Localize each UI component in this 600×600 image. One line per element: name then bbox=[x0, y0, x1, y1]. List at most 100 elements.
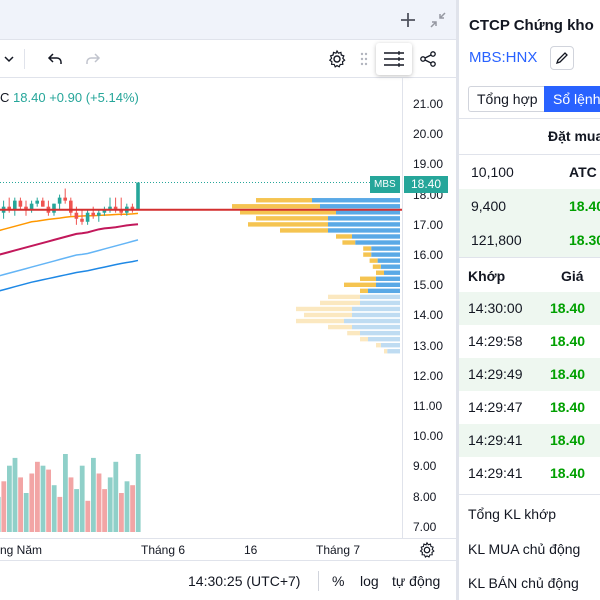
active-sell-volume-label: KL BÁN chủ động bbox=[468, 575, 579, 591]
volume-profile-bar bbox=[363, 252, 372, 257]
price-tick-label: 17.00 bbox=[413, 217, 444, 232]
candle-body bbox=[119, 209, 123, 213]
price-lines bbox=[0, 182, 402, 211]
candle-body bbox=[85, 212, 90, 222]
chevron-down-icon[interactable] bbox=[0, 45, 18, 73]
candle-body bbox=[52, 203, 56, 213]
divider bbox=[459, 154, 600, 155]
bid-row[interactable]: 121,800 18.30 bbox=[459, 223, 600, 257]
volume-profile-bar bbox=[371, 246, 400, 251]
auto-scale-toggle[interactable]: tự động bbox=[392, 573, 441, 589]
drag-handle-icon[interactable] bbox=[356, 45, 372, 73]
redo-icon[interactable] bbox=[80, 45, 106, 73]
price-tick-label: 16.00 bbox=[413, 248, 444, 262]
candle-body bbox=[29, 203, 34, 210]
candle-body bbox=[102, 209, 107, 213]
candle-body bbox=[57, 197, 62, 204]
divider bbox=[459, 494, 600, 495]
volume-bar bbox=[68, 477, 74, 532]
volume-bar bbox=[35, 461, 40, 532]
volume-profile-bar bbox=[256, 198, 312, 203]
volume-profile-bar bbox=[372, 264, 381, 269]
volume-profile-bar bbox=[240, 210, 336, 215]
active-buy-volume-label: KL MUA chủ động bbox=[468, 541, 581, 557]
volume-profile-bar bbox=[296, 306, 352, 312]
price-tick-label: 14.00 bbox=[413, 308, 444, 323]
volume-profile-bar bbox=[376, 343, 381, 348]
volume-profile-bar bbox=[360, 300, 400, 306]
toolbar-separator bbox=[24, 49, 25, 69]
candle-body bbox=[63, 197, 67, 201]
matched-row[interactable]: 14:29:41 18.40 bbox=[459, 457, 600, 490]
gear-icon[interactable] bbox=[324, 45, 350, 73]
bid-row[interactable]: 9,400 18.40 bbox=[459, 189, 600, 223]
volume-profile-bar bbox=[369, 258, 378, 263]
volume-profile-bar bbox=[342, 240, 356, 245]
volume-profile-bar bbox=[384, 270, 400, 275]
tab-order-book[interactable]: Sổ lệnh bbox=[544, 86, 600, 112]
candles bbox=[1, 182, 140, 225]
percent-toggle[interactable]: % bbox=[332, 573, 345, 589]
candle-body bbox=[80, 218, 84, 222]
matched-price: 18.40 bbox=[550, 465, 586, 481]
price-axis[interactable]: 21.00 20.00 19.00 18.00 17.00 16.00 15.00 14.00… bbox=[402, 78, 456, 538]
candle-body bbox=[18, 200, 23, 207]
candle-body bbox=[7, 206, 11, 210]
time-axis[interactable]: ng Năm Tháng 6 16 Tháng 7 bbox=[0, 538, 456, 560]
candle-body bbox=[108, 206, 112, 210]
chart-legend: C 18.40 +0.90 (+5.14%) bbox=[0, 90, 139, 105]
bid-volume: 9,400 bbox=[471, 198, 507, 214]
share-icon[interactable] bbox=[416, 45, 440, 73]
volume-profile-bar bbox=[376, 270, 384, 275]
volume-profile-bar bbox=[360, 288, 368, 294]
volume-profile-bar bbox=[336, 210, 400, 215]
volume-bar bbox=[74, 489, 79, 532]
gear-icon[interactable] bbox=[418, 541, 436, 564]
symbol-price-tag: MBS bbox=[370, 176, 400, 193]
undo-icon[interactable] bbox=[42, 45, 68, 73]
volume-profile-bar bbox=[368, 336, 400, 342]
time-label: Tháng 6 bbox=[141, 543, 186, 557]
tab-summary[interactable]: Tổng hợp bbox=[468, 86, 544, 112]
plus-icon[interactable] bbox=[396, 8, 420, 32]
volume-profile-bar bbox=[360, 330, 400, 336]
pencil-icon[interactable] bbox=[550, 46, 574, 70]
legend-change: +0.90 bbox=[49, 90, 83, 105]
price-chart[interactable] bbox=[0, 78, 402, 538]
volume-bar bbox=[79, 465, 85, 532]
volume-profile-bar bbox=[280, 228, 328, 233]
volume-profile-bar bbox=[360, 336, 368, 342]
volume-profile-bar bbox=[371, 252, 400, 257]
bid-row[interactable]: 10,100 ATC bbox=[459, 155, 600, 189]
volume-profile-bar bbox=[377, 258, 400, 263]
candle-body bbox=[35, 200, 39, 204]
matched-row[interactable]: 14:29:41 18.40 bbox=[459, 424, 600, 457]
volume-profile-bar bbox=[384, 349, 388, 354]
matched-time: 14:29:58 bbox=[468, 333, 523, 349]
volume-profile-bar bbox=[352, 312, 400, 318]
candle-body bbox=[24, 206, 28, 210]
volume-profile-bar bbox=[347, 330, 360, 336]
clock-time[interactable]: 14:30:25 (UTC+7) bbox=[188, 573, 301, 589]
volume-bar bbox=[57, 496, 63, 532]
price-tick-label: 7.00 bbox=[413, 519, 437, 534]
matched-row[interactable]: 14:29:49 18.40 bbox=[459, 358, 600, 391]
volume-bar bbox=[119, 493, 124, 532]
symbol-link[interactable]: MBS:HNX bbox=[469, 49, 538, 66]
volume-bar bbox=[135, 454, 141, 532]
volume-profile-bar bbox=[328, 294, 360, 300]
matched-row[interactable]: 14:29:58 18.40 bbox=[459, 325, 600, 358]
volume-profile-bar bbox=[328, 228, 400, 233]
moving-average-line bbox=[0, 239, 139, 277]
matched-row[interactable]: 14:30:00 18.40 bbox=[459, 292, 600, 325]
collapse-arrows-icon[interactable] bbox=[426, 8, 450, 32]
matched-price: 18.40 bbox=[550, 432, 586, 448]
hamburger-menu-icon[interactable] bbox=[376, 43, 412, 75]
matched-row[interactable]: 14:29:47 18.40 bbox=[459, 391, 600, 424]
matched-price: 18.40 bbox=[550, 333, 586, 349]
volume-bar bbox=[107, 477, 113, 532]
volume-bar bbox=[130, 485, 135, 532]
price-tick-label: 13.00 bbox=[413, 338, 444, 353]
log-toggle[interactable]: log bbox=[360, 573, 379, 589]
